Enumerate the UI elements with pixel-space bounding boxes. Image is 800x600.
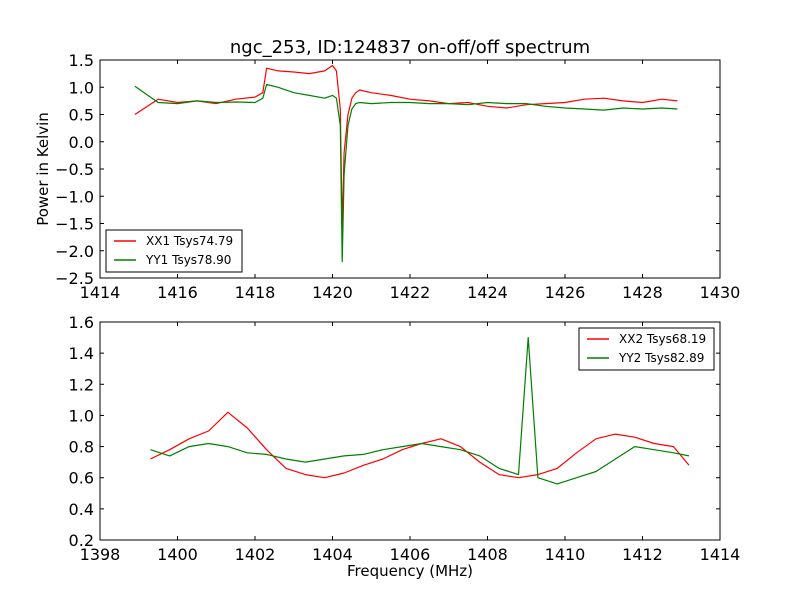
legend-label-yy1: YY1 Tsys78.90	[145, 253, 231, 267]
legend-label-xx1: XX1 Tsys74.79	[146, 234, 233, 248]
bottom-y-tick-label: 0.8	[69, 438, 94, 457]
top-y-tick-label: −0.5	[55, 160, 94, 179]
bottom-x-tick-label: 1408	[467, 545, 508, 564]
top-y-tick-label: −1.0	[55, 187, 94, 206]
bottom-series-2-line	[150, 337, 690, 485]
top-x-tick-label: 1428	[622, 283, 663, 302]
bottom-x-axis-label: Frequency (MHz)	[347, 562, 473, 580]
top-y-tick-label: 1.0	[69, 78, 94, 97]
top-x-tick-label: 1426	[545, 283, 586, 302]
top-series-1-line	[134, 64, 678, 230]
bottom-series-layer	[150, 337, 690, 485]
bottom-y-tick-label: 1.4	[69, 344, 94, 363]
legend-label-yy2: YY2 Tsys82.89	[618, 351, 704, 365]
bottom-y-tick-label: 0.6	[69, 469, 94, 488]
top-x-tick-label: 1414	[80, 283, 121, 302]
top-y-tick-label: 1.5	[69, 51, 94, 70]
top-y-tick-label: −2.5	[55, 269, 94, 288]
bottom-x-tick-label: 1404	[312, 545, 353, 564]
bottom-x-tick-label: 1400	[157, 545, 198, 564]
top-plot-frame	[99, 59, 721, 279]
bottom-legend: XX2 Tsys68.19 YY2 Tsys82.89	[578, 327, 715, 371]
bottom-y-tick-label: 1.2	[69, 375, 94, 394]
bottom-x-tick-label: 1414	[700, 545, 741, 564]
bottom-y-tick-label: 0.2	[69, 531, 94, 550]
top-y-tick-label: −2.0	[55, 242, 94, 261]
bottom-y-tick-label: 0.4	[69, 500, 94, 519]
top-x-tick-label: 1420	[312, 283, 353, 302]
top-y-tick-label: 0.5	[69, 106, 94, 125]
top-legend: XX1 Tsys74.79 YY1 Tsys78.90	[105, 229, 243, 273]
bottom-chart: 1398 1400 1402 1404 1406 1408 1410 1412 1414 0.2 0…	[69, 313, 741, 580]
top-chart-title: ngc_253, ID:124837 on-off/off spectrum	[230, 37, 590, 58]
top-tick-layer: 1414 1416 1418 1420 1422 1424 1426 1428 1430 −2.5…	[55, 51, 740, 302]
top-legend-box	[105, 229, 243, 273]
top-series-2-line	[134, 83, 678, 263]
top-chart: ngc_253, ID:124837 on-off/off spectrum 1…	[34, 37, 740, 302]
bottom-x-tick-label: 1406	[390, 545, 431, 564]
top-x-tick-label: 1418	[235, 283, 276, 302]
bottom-y-tick-label: 1.0	[69, 406, 94, 425]
bottom-y-tick-label: 1.6	[69, 313, 94, 332]
bottom-legend-box	[578, 327, 715, 371]
top-x-tick-label: 1430	[700, 283, 741, 302]
legend-label-xx2: XX2 Tsys68.19	[619, 332, 706, 346]
bottom-tick-layer: 1398 1400 1402 1404 1406 1408 1410 1412 1414 0.2 0…	[69, 313, 741, 564]
top-x-tick-label: 1416	[157, 283, 198, 302]
top-x-tick-label: 1424	[467, 283, 508, 302]
bottom-x-tick-label: 1412	[622, 545, 663, 564]
top-y-axis-label: Power in Kelvin	[34, 112, 52, 226]
bottom-x-tick-label: 1410	[545, 545, 586, 564]
top-series-layer	[134, 64, 678, 263]
top-x-tick-label: 1422	[390, 283, 431, 302]
top-y-tick-label: 0.0	[69, 133, 94, 152]
bottom-plot-frame	[99, 321, 721, 541]
bottom-x-tick-label: 1402	[235, 545, 276, 564]
top-y-tick-label: −1.5	[55, 215, 94, 234]
bottom-x-tick-label: 1398	[80, 545, 121, 564]
